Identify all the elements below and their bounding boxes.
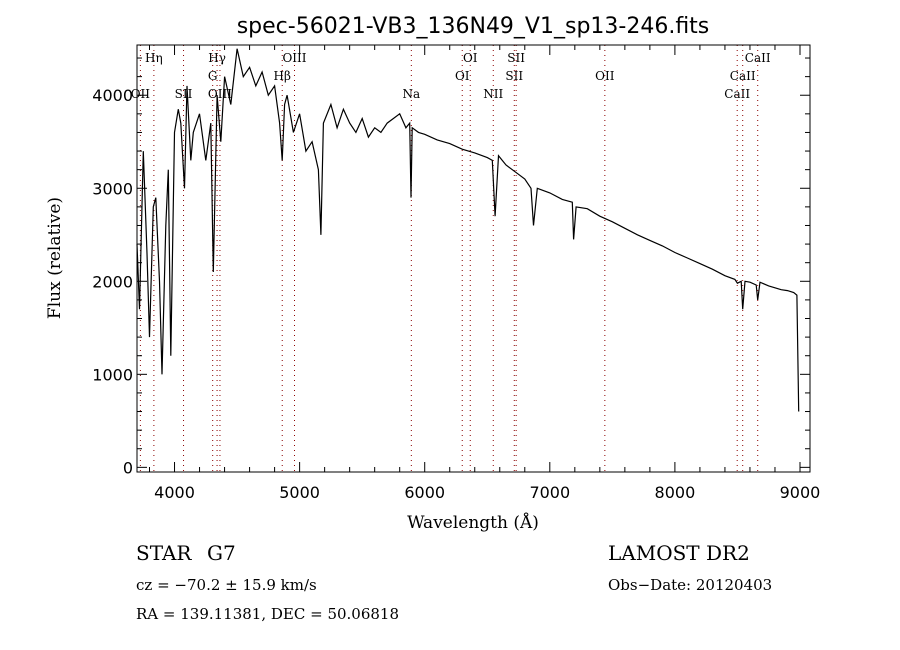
line-marker-label: OI [463,51,478,65]
line-marker-label: SII [505,69,523,83]
y-tick-label: 4000 [92,86,133,105]
line-marker-label: NII [483,87,503,101]
line-marker-label: CaII [745,51,771,65]
line-marker-label: SII [175,87,193,101]
line-marker-label: OIII [282,51,306,65]
line-marker-label: OIII [208,87,232,101]
line-marker-label: CaII [724,87,750,101]
y-tick-label: 3000 [92,179,133,198]
y-tick-label: 0 [123,458,133,477]
line-marker-label: CaII [730,69,756,83]
object-class: STAR [136,541,192,565]
line-marker-label: Na [403,87,421,101]
survey-label: LAMOST DR2 [608,541,750,565]
x-tick-label: 4000 [154,483,195,502]
redshift-text: cz = −70.2 ± 15.9 km/s [136,576,317,594]
line-marker-label: OII [595,69,615,83]
y-axis-label: Flux (relative) [45,197,65,319]
y-tick-label: 1000 [92,365,133,384]
line-marker-label: SII [507,51,525,65]
plot-frame [136,44,811,473]
line-marker-label: G [208,69,218,83]
line-marker-label: Hη [145,51,163,65]
subclass: G7 [207,541,236,565]
x-tick-label: 9000 [780,483,821,502]
x-tick-label: 8000 [655,483,696,502]
obs-date: Obs−Date: 20120403 [608,576,772,594]
axes: 4000 5000 6000 7000 8000 9000 0 1000 2000 3000 400… [92,45,820,502]
line-marker-label: Hγ [208,51,226,65]
line-marker-label: Hβ [274,69,291,83]
spectrum-line [136,48,800,412]
line-marker-label: OI [455,69,470,83]
x-axis-label: Wavelength (Å) [407,512,539,533]
x-tick-label: 5000 [279,483,320,502]
line-markers: OIIHηSIIGHγOIIIHβOIIINaOIOINIISIISIIOIIC… [131,45,771,472]
line-marker-label: OII [131,87,151,101]
chart-title: spec-56021-VB3_136N49_V1_sp13-246.fits [237,14,710,39]
plot-area [136,48,800,412]
y-tick-label: 2000 [92,272,133,291]
x-tick-label: 7000 [529,483,570,502]
coordinates: RA = 139.11381, DEC = 50.06818 [136,605,399,623]
x-tick-label: 6000 [404,483,445,502]
